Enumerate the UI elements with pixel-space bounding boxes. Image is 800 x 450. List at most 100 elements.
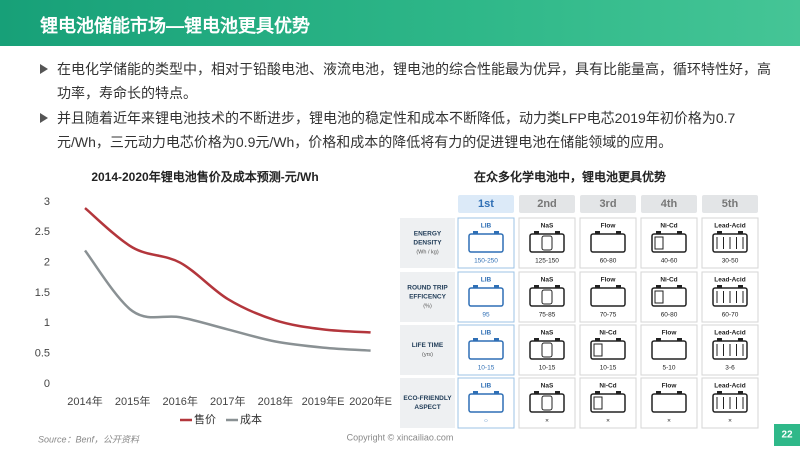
column-header — [580, 195, 636, 213]
cell — [518, 217, 576, 269]
battery-name: Lead-Acid — [714, 277, 745, 284]
legend-label: 成本 — [240, 412, 262, 426]
battery-terminal — [738, 231, 743, 234]
battery-name: Flow — [601, 277, 617, 284]
cell — [457, 217, 515, 269]
cell-value: 30-50 — [722, 258, 739, 265]
battery-terminal — [555, 391, 560, 394]
source: Source：Benf，公开资料 — [38, 434, 140, 444]
battery-icon — [651, 393, 687, 413]
battery-terminal — [717, 231, 722, 234]
battery-name: LIB — [481, 223, 492, 230]
battery-terminal — [717, 285, 722, 288]
battery-terminal — [656, 231, 661, 234]
cell-value: × — [606, 418, 610, 425]
page-badge — [774, 424, 800, 446]
battery-icon — [468, 233, 504, 253]
y-tick-label: 1 — [44, 317, 50, 329]
column-header — [458, 195, 514, 213]
row-unit: (%) — [423, 303, 432, 309]
cell-value: 150-250 — [474, 258, 498, 265]
cell-value: 60-80 — [600, 258, 617, 265]
legend-label: 售价 — [194, 412, 216, 426]
cell — [579, 271, 637, 323]
bullet-text: 在电化学储能的类型中，相对于铅酸电池、液流电池，锂电池的综合性能最为优异，具有比… — [57, 61, 771, 101]
battery-terminal — [494, 285, 499, 288]
battery-icon — [651, 340, 687, 360]
cell-value: × — [667, 418, 671, 425]
battery-icon — [712, 287, 748, 307]
battery-cell — [541, 289, 553, 305]
battery-icon — [590, 287, 626, 307]
battery-icon — [529, 287, 565, 307]
column-header-label: 3rd — [599, 198, 616, 210]
y-tick-label: 2 — [44, 257, 50, 269]
cell-value: 125-150 — [535, 258, 559, 265]
cell-value: 10-15 — [600, 365, 617, 372]
cell-value: 10-15 — [539, 365, 556, 372]
x-tick-label: 2015年 — [115, 394, 150, 408]
y-tick-label: 2.5 — [35, 226, 50, 238]
battery-icon — [590, 393, 626, 413]
cell — [701, 324, 759, 376]
battery-terminal — [534, 338, 539, 341]
cell — [457, 377, 515, 429]
cell-value: × — [545, 418, 549, 425]
x-tick-label: 2020年E — [349, 394, 392, 408]
battery-terminal — [473, 231, 478, 234]
cell — [518, 324, 576, 376]
table-title: 在众多化学电池中，锂电池更具优势 — [474, 169, 666, 184]
battery-terminal — [616, 231, 621, 234]
battery-name: Ni-Cd — [599, 330, 616, 337]
slide-title: 锂电池储能市场—锂电池更具优势 — [40, 16, 310, 36]
battery-terminal — [595, 338, 600, 341]
y-tick-label: 1.5 — [35, 287, 50, 299]
column-header — [641, 195, 697, 213]
battery-terminal — [656, 391, 661, 394]
cell-value: 40-60 — [661, 258, 678, 265]
x-tick-label: 2014年 — [67, 394, 102, 408]
column-header — [702, 195, 758, 213]
cell — [579, 377, 637, 429]
page-number: 22 — [781, 430, 793, 441]
cell — [457, 324, 515, 376]
battery-terminal — [616, 285, 621, 288]
battery-icon — [712, 233, 748, 253]
cell — [640, 217, 698, 269]
line-series — [84, 207, 371, 334]
cell — [640, 377, 698, 429]
battery-name: Ni-Cd — [660, 223, 677, 230]
row-label: DENSITY — [413, 240, 442, 247]
cell — [518, 377, 576, 429]
bullet-marker — [40, 113, 48, 123]
column-header-label: 4th — [661, 198, 678, 210]
battery-terminal — [494, 231, 499, 234]
battery-icon — [651, 233, 687, 253]
header-band — [0, 0, 800, 46]
x-tick-label: 2018年 — [258, 394, 293, 408]
cell — [579, 324, 637, 376]
battery-icon — [590, 340, 626, 360]
battery-terminal — [738, 285, 743, 288]
cell-value: 95 — [482, 312, 490, 319]
battery-icon — [529, 393, 565, 413]
row-label-cell — [400, 218, 455, 268]
battery-icon — [468, 340, 504, 360]
battery-icon — [590, 233, 626, 253]
battery-name: Lead-Acid — [714, 330, 745, 337]
battery-terminal — [677, 391, 682, 394]
row-unit: (yrs) — [422, 352, 433, 358]
battery-cell — [541, 235, 553, 251]
row-label: EFFICENCY — [409, 294, 447, 301]
battery-terminal — [677, 285, 682, 288]
battery-name: LIB — [481, 383, 492, 390]
battery-cell — [541, 395, 553, 411]
row-label: ROUND TRIP — [407, 285, 448, 292]
battery-cell — [541, 342, 553, 358]
cell-value: 60-80 — [661, 312, 678, 319]
y-tick-label: 3 — [44, 196, 50, 208]
cell — [457, 271, 515, 323]
line-series — [84, 249, 371, 352]
battery-name: Flow — [601, 223, 617, 230]
column-header-label: 2nd — [537, 198, 557, 210]
